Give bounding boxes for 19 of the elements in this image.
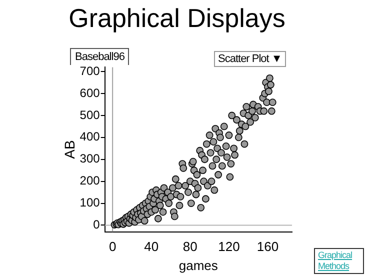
y-tick-label: 100 (80, 196, 100, 210)
x-tick-label: 160 (256, 239, 279, 254)
text: Graphical Methods (314, 248, 364, 274)
y-tick-label: 300 (80, 152, 100, 166)
y-tick-label: 0 (93, 218, 100, 232)
x-axis-title: games (178, 258, 218, 273)
chart-title: Graphical Displays (68, 2, 286, 33)
y-axis-title: AB (61, 140, 78, 159)
y-tick-label: 400 (80, 130, 100, 144)
x-tick-label: 0 (108, 239, 116, 254)
y-tick-label: 500 (80, 108, 100, 122)
y-tick-label: 700 (80, 64, 100, 78)
x-tick-label: 40 (144, 239, 159, 254)
x-tick-label: 120 (218, 239, 240, 254)
y-tick-label: 600 (80, 86, 100, 100)
text: Scatter Plot ▼ (214, 51, 286, 67)
y-tick-label: 200 (80, 174, 100, 188)
text: Baseball96 (70, 48, 130, 65)
x-tick-label: 80 (182, 239, 198, 254)
